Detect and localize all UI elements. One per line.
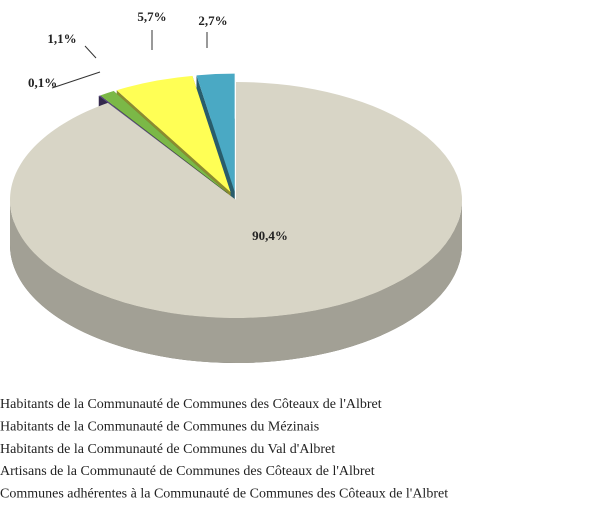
legend-label: Habitants de la Communauté de Communes d… (0, 442, 335, 457)
slice-top (116, 75, 231, 193)
slice-top (100, 90, 228, 193)
value-label: 2,7% (198, 13, 227, 28)
slice-top (196, 73, 235, 192)
value-label: 5,7% (137, 9, 166, 24)
slice-top (98, 95, 227, 194)
value-label: 0,1% (28, 75, 57, 90)
value-label: 1,1% (47, 31, 76, 46)
legend-label: Artisans de la Communauté de Communes de… (0, 464, 375, 479)
slice-top (9, 82, 463, 318)
leader-line (51, 71, 101, 89)
legend-label: Habitants de la Communauté de Communes d… (0, 420, 319, 435)
legend-label: Habitants de la Communauté de Communes d… (0, 397, 382, 412)
value-label: 90,4% (252, 228, 288, 243)
slice-side (10, 200, 462, 363)
legend-label: Communes adhérentes à la Communauté de C… (0, 486, 448, 501)
leader-line (84, 45, 97, 59)
pie-slice (9, 82, 463, 364)
